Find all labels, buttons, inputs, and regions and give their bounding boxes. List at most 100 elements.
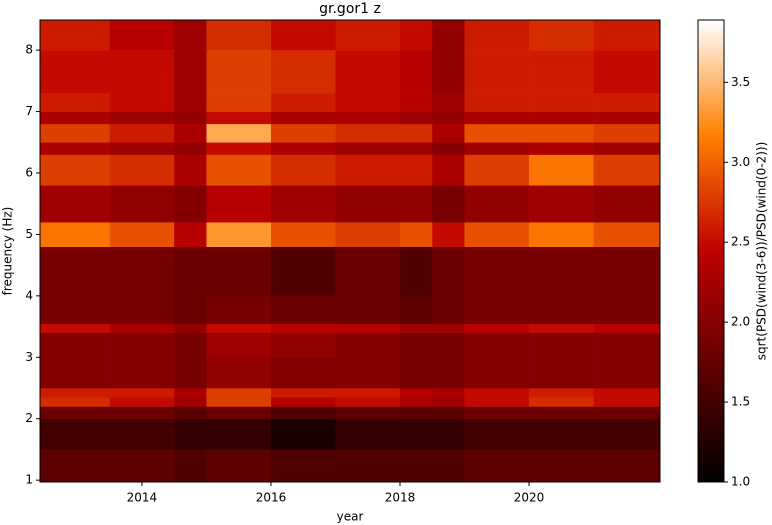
- heatmap-cell: [529, 418, 594, 450]
- heatmap-cell: [40, 323, 110, 334]
- colorbar-tick-label: 2.5: [731, 235, 750, 249]
- heatmap-cell: [109, 397, 175, 407]
- heatmap-cell: [529, 93, 594, 112]
- heatmap-cell: [464, 357, 530, 389]
- heatmap-cell: [593, 332, 661, 358]
- heatmap-cell: [464, 449, 530, 483]
- heatmap-cell: [593, 20, 661, 51]
- heatmap-cell: [270, 418, 336, 450]
- heatmap-cell: [206, 142, 272, 155]
- y-tick-label: 5: [25, 227, 33, 241]
- colorbar-tick-label: 3.5: [731, 75, 750, 89]
- colorbar-label: sqrt(PSD(wind(3-6))/PSD(wind(0-2))): [755, 142, 769, 361]
- heatmap-cell: [529, 50, 594, 94]
- heatmap-cell: [464, 123, 530, 143]
- heatmap-cell: [270, 406, 336, 420]
- heatmap-cell: [174, 93, 207, 112]
- heatmap-cell: [40, 142, 110, 155]
- heatmap-cell: [335, 93, 401, 112]
- heatmap-cell: [335, 357, 401, 389]
- heatmap-cell: [40, 111, 110, 125]
- heatmap-cell: [432, 142, 465, 155]
- heatmap-cell: [40, 418, 110, 450]
- heatmap-cell: [464, 93, 530, 112]
- heatmap-cell: [174, 323, 207, 334]
- heatmap-cell: [174, 246, 207, 297]
- heatmap-cell: [109, 222, 175, 247]
- heatmap-cell: [109, 185, 175, 223]
- heatmap-cell: [400, 397, 433, 407]
- heatmap-cell: [109, 246, 175, 297]
- heatmap-cell: [400, 93, 433, 112]
- heatmap-cell: [335, 142, 401, 155]
- heatmap-cell: [400, 246, 433, 297]
- heatmap-cell: [529, 185, 594, 223]
- heatmap-cell: [174, 332, 207, 358]
- heatmap-cell: [432, 357, 465, 389]
- heatmap-cell: [529, 20, 594, 51]
- heatmap-cell: [432, 93, 465, 112]
- heatmap-cell: [464, 154, 530, 186]
- heatmap-cell: [206, 418, 272, 450]
- heatmap-cell: [206, 406, 272, 420]
- heatmap-cell: [432, 111, 465, 125]
- heatmap-cell: [529, 142, 594, 155]
- heatmap-cell: [335, 406, 401, 420]
- heatmap-cell: [335, 388, 401, 398]
- heatmap-cell: [593, 406, 661, 420]
- heatmap-cell: [432, 397, 465, 407]
- heatmap-cell: [432, 418, 465, 450]
- heatmap-cell: [593, 50, 661, 94]
- heatmap-cell: [270, 397, 336, 407]
- heatmap-cell: [109, 406, 175, 420]
- heatmap-cell: [593, 185, 661, 223]
- heatmap-cell: [529, 111, 594, 125]
- heatmap-cell: [40, 295, 110, 324]
- heatmap-cell: [174, 406, 207, 420]
- heatmap-cell: [432, 323, 465, 334]
- heatmap-cell: [270, 357, 336, 389]
- heatmap-cell: [432, 295, 465, 324]
- heatmap-cell: [335, 222, 401, 247]
- heatmap-cell: [40, 50, 110, 94]
- heatmap-cell: [109, 154, 175, 186]
- heatmap-cell: [593, 295, 661, 324]
- heatmap-cell: [464, 418, 530, 450]
- heatmap-cell: [529, 246, 594, 297]
- heatmap-cell: [174, 397, 207, 407]
- heatmap-cell: [174, 295, 207, 324]
- heatmap-cell: [529, 323, 594, 334]
- heatmap-cell: [206, 50, 272, 94]
- heatmap-cell: [335, 449, 401, 483]
- heatmap-cell: [109, 418, 175, 450]
- heatmap-cell: [270, 123, 336, 143]
- heatmap-cell: [464, 246, 530, 297]
- heatmap-cell: [464, 406, 530, 420]
- heatmap-cell: [40, 123, 110, 143]
- heatmap-cell: [109, 332, 175, 358]
- heatmap-cell: [400, 406, 433, 420]
- heatmap-cell: [206, 332, 272, 358]
- heatmap-cell: [109, 93, 175, 112]
- heatmap-cell: [593, 323, 661, 334]
- heatmap-cell: [270, 222, 336, 247]
- heatmap-cell: [206, 111, 272, 125]
- heatmap-cell: [593, 418, 661, 450]
- heatmap-cell: [270, 449, 336, 483]
- heatmap-cell: [174, 123, 207, 143]
- heatmap-cell: [335, 154, 401, 186]
- heatmap-cell: [432, 20, 465, 51]
- heatmap-cell: [335, 123, 401, 143]
- heatmap-cell: [174, 20, 207, 51]
- heatmap-cell: [464, 332, 530, 358]
- heatmap-cell: [40, 20, 110, 51]
- heatmap-cell: [206, 449, 272, 483]
- colorbar-tick-label: 1.5: [731, 395, 750, 409]
- heatmap-cell: [109, 123, 175, 143]
- heatmap-cell: [270, 111, 336, 125]
- heatmap-cell: [174, 50, 207, 94]
- heatmap-cell: [206, 154, 272, 186]
- heatmap-cell: [400, 388, 433, 398]
- heatmap-cell: [529, 332, 594, 358]
